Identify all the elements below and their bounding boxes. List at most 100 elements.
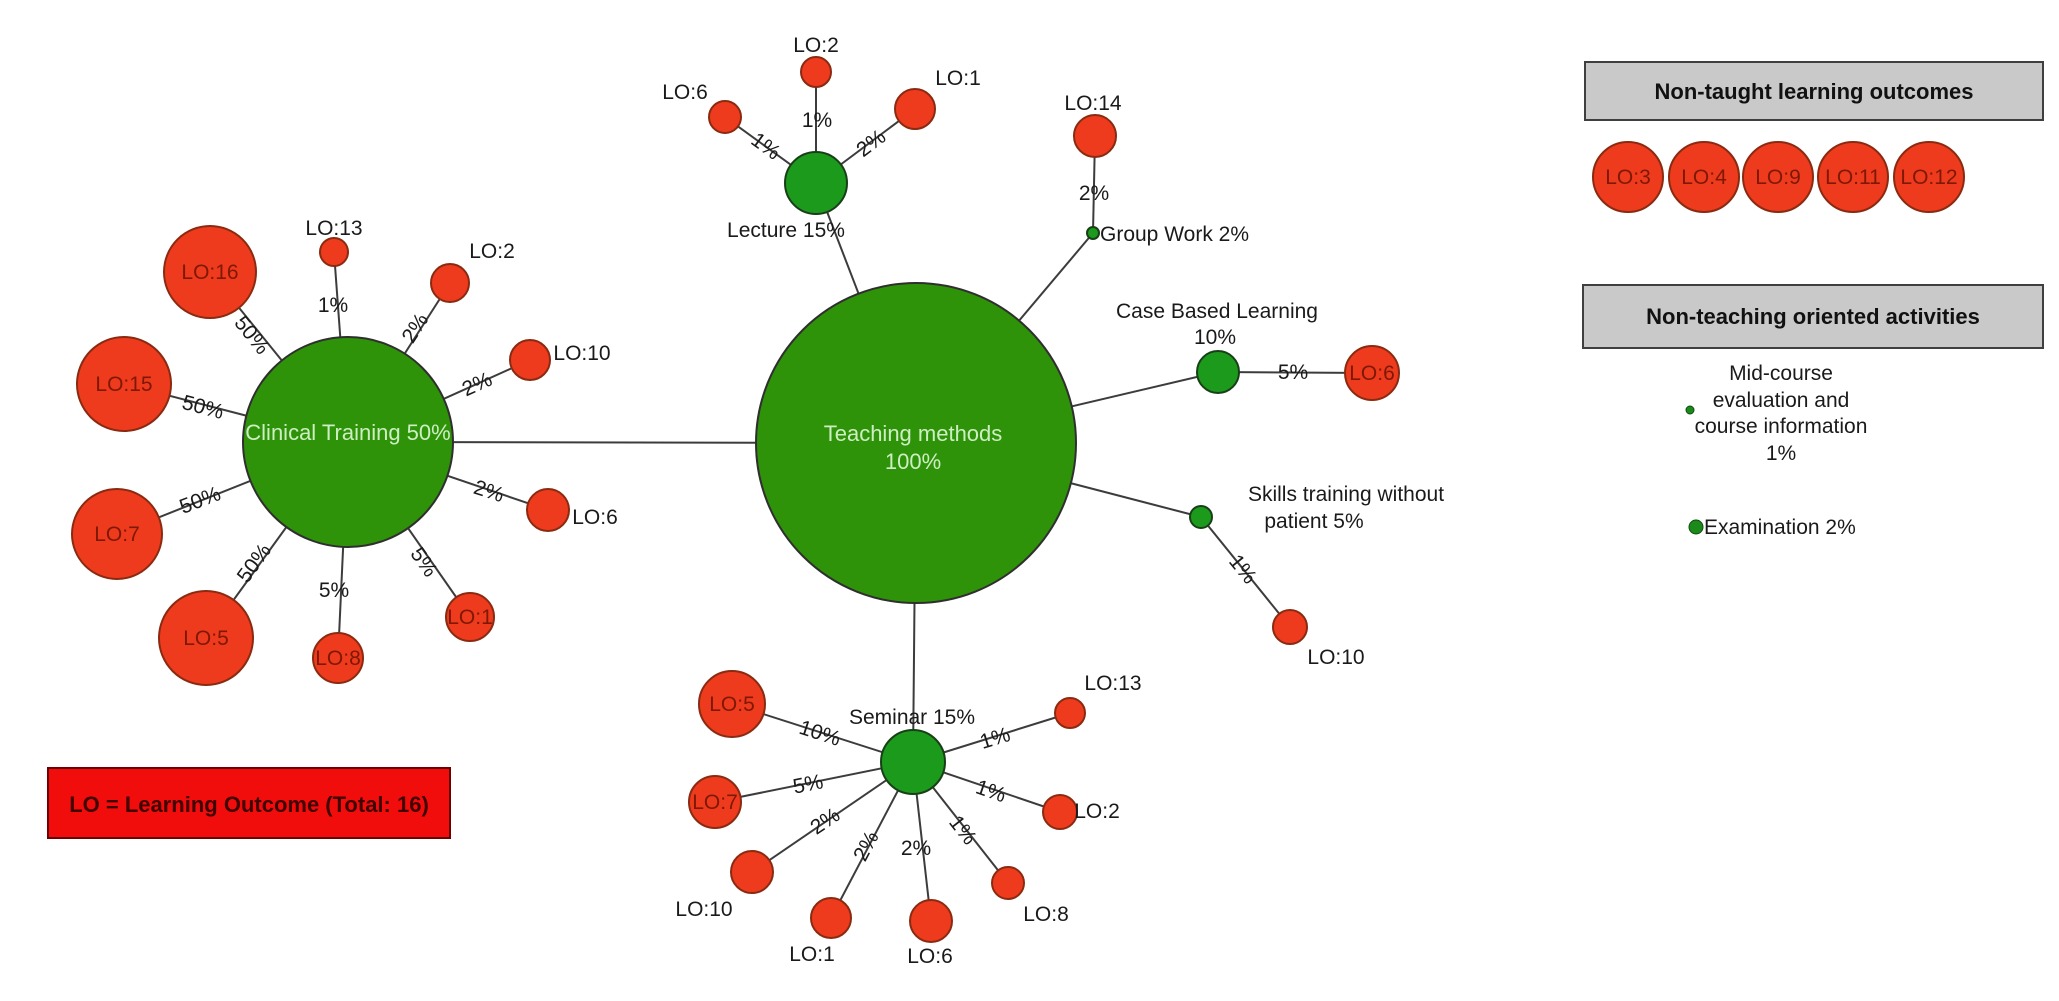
lecture-lo2-pct: 1% [802, 109, 832, 132]
non-teaching-title: Non-teaching oriented activities [1646, 304, 1980, 329]
node-lo12 [1893, 141, 1965, 213]
node-seminar-lo7 [688, 775, 742, 829]
groupwork-lo14-label: LO:14 [1064, 92, 1122, 115]
node-lecture-lo1 [894, 88, 936, 130]
skills-edges [1200, 516, 1291, 628]
seminar-lo6-label: LO:6 [907, 945, 953, 968]
node-lo4 [1668, 141, 1740, 213]
non-teaching-legend: Non-teaching oriented activities Mid-cou… [1582, 284, 2044, 539]
node-casebased-lo6 [1344, 345, 1400, 401]
seminar-lo10-label: LO:10 [675, 898, 732, 921]
lecture-lo2-label: LO:2 [793, 34, 839, 57]
node-group-work [1086, 226, 1100, 240]
node-seminar-lo8 [991, 866, 1025, 900]
lo-note: LO = Learning Outcome (Total: 16) [47, 767, 451, 839]
mid-course-dot [1685, 405, 1695, 415]
clinical-lo10-label: LO:10 [553, 342, 610, 365]
non-taught-header-box [1584, 61, 2044, 121]
clinical-lo1-label: LO:1 [447, 606, 493, 629]
node-clinical-training [242, 336, 454, 548]
node-seminar-lo6 [909, 899, 953, 943]
clinical-lo16-pct: 50% [229, 312, 273, 359]
skills-title-line1: Skills training without [1248, 483, 1444, 506]
clinical-lo1-pct: 5% [405, 543, 441, 581]
clinical-lo5-label: LO:5 [183, 627, 229, 650]
node-lecture [784, 151, 848, 215]
seminar-lo6-pct: 2% [901, 837, 931, 860]
clinical-lo16-label: LO:16 [181, 261, 238, 284]
casebased-lo6-pct: 5% [1278, 361, 1308, 384]
node-clinical-lo15 [76, 336, 172, 432]
seminar-lo13-label: LO:13 [1084, 672, 1141, 695]
clinical-lo5-pct: 50% [233, 540, 276, 588]
node-clinical-lo16 [163, 225, 257, 319]
node-case-based-learning [1196, 350, 1240, 394]
seminar-lo1-label: LO:1 [789, 943, 835, 966]
mid-course-line1: Mid-course [1729, 362, 1833, 385]
mid-course-line4: 1% [1766, 442, 1796, 465]
seminar-lo1-pct: 2% [849, 827, 884, 865]
clinical-lo13-label: LO:13 [305, 217, 362, 240]
seminar-lo10-pct: 2% [806, 803, 844, 839]
node-lecture-lo6 [708, 100, 742, 134]
seminar-lo8-label: LO:8 [1023, 903, 1069, 926]
lo12-label: LO:12 [1900, 166, 1957, 189]
node-clinical-lo5 [158, 590, 254, 686]
node-clinical-lo7 [71, 488, 163, 580]
non-taught-legend: Non-taught learning outcomes LO:3 LO:4 L… [1584, 61, 2044, 213]
clinical-outcome-nodes [71, 225, 570, 686]
lo-note-box [47, 767, 451, 839]
teaching-methods-label-line2: 100% [885, 449, 941, 474]
casebased-lo6-label: LO:6 [1349, 362, 1395, 385]
seminar-lo5-label: LO:5 [709, 693, 755, 716]
lecture-lo6-pct: 1% [747, 128, 785, 164]
clinical-lo8-label: LO:8 [315, 647, 361, 670]
clinical-lo7-pct: 50% [176, 482, 223, 519]
seminar-lo5-pct: 10% [796, 716, 843, 751]
lecture-lo1-label: LO:1 [935, 67, 981, 90]
node-seminar-lo1 [810, 897, 852, 939]
lecture-label: Lecture 15% [727, 219, 845, 242]
lo3-label: LO:3 [1605, 166, 1651, 189]
examination-label: Examination 2% [1704, 516, 1856, 539]
lecture-outcome-nodes [708, 56, 936, 134]
node-clinical-lo2 [430, 263, 470, 303]
node-clinical-lo1 [445, 592, 495, 642]
clinical-lo6-label: LO:6 [572, 506, 618, 529]
clinical-lo8-pct: 5% [319, 579, 349, 602]
clinical-lo2-label: LO:2 [469, 240, 515, 263]
seminar-lo8-pct: 1% [944, 811, 981, 849]
node-skills-lo10 [1272, 609, 1308, 645]
clinical-lo6-pct: 2% [471, 476, 507, 507]
node-clinical-lo6 [526, 488, 570, 532]
seminar-label: Seminar 15% [849, 706, 975, 729]
group-work-label: Group Work 2% [1100, 223, 1249, 246]
lo4-label: LO:4 [1681, 166, 1727, 189]
node-seminar-lo2 [1042, 794, 1078, 830]
seminar-lo13-pct: 1% [977, 723, 1013, 754]
skills-title-line2: patient 5% [1264, 510, 1363, 533]
examination-dot [1688, 519, 1704, 535]
node-lo9 [1742, 141, 1814, 213]
mid-course-line3: course information [1695, 415, 1868, 438]
edge-seminar-lo7 [714, 761, 914, 803]
node-seminar [880, 729, 946, 795]
node-seminar-lo13 [1054, 697, 1086, 729]
skills-lo10-pct: 1% [1224, 550, 1261, 588]
skills-lo10-label: LO:10 [1307, 646, 1364, 669]
groupwork-lo14-pct: 2% [1079, 182, 1109, 205]
node-skills-training [1189, 505, 1213, 529]
clinical-lo10-pct: 2% [459, 368, 496, 401]
seminar-lo7-label: LO:7 [692, 791, 738, 814]
lo-note-text: LO = Learning Outcome (Total: 16) [69, 792, 429, 817]
node-seminar-lo10 [730, 850, 774, 894]
groupwork-labels: LO:14 2% [1064, 92, 1122, 205]
seminar-lo2-pct: 1% [973, 776, 1009, 808]
mid-course-line2: evaluation and [1713, 389, 1850, 412]
node-clinical-lo10 [509, 339, 551, 381]
node-lecture-lo2 [800, 56, 832, 88]
seminar-lo2-label: LO:2 [1074, 800, 1120, 823]
lecture-lo6-label: LO:6 [662, 81, 708, 104]
node-groupwork-lo14 [1073, 114, 1117, 158]
